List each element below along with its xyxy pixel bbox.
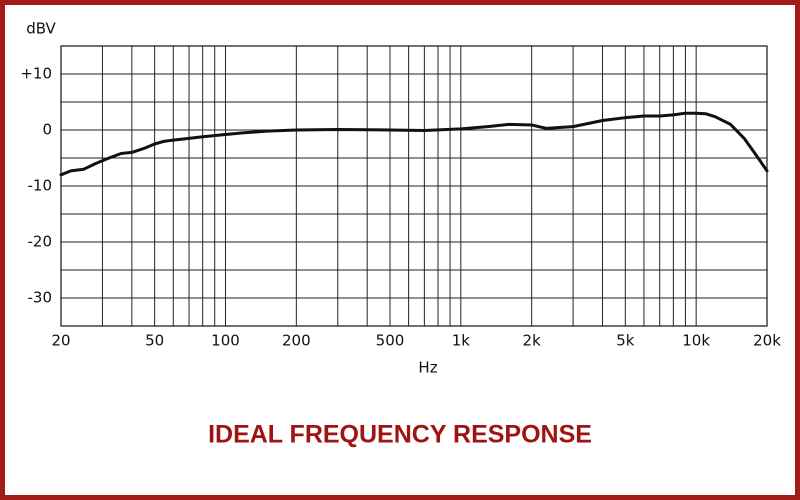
x-tick-label: 10k (682, 332, 710, 350)
x-tick-label: 200 (282, 332, 311, 350)
x-tick-label: 20k (753, 332, 781, 350)
x-tick-label: 5k (616, 332, 635, 350)
x-tick-label: 1k (452, 332, 471, 350)
x-axis-label: Hz (418, 359, 437, 377)
x-tick-label: 2k (523, 332, 542, 350)
y-tick-label: -30 (28, 289, 53, 307)
y-tick-label: -20 (28, 233, 53, 251)
y-tick-label: -10 (28, 177, 53, 195)
y-axis-label: dBV (26, 20, 56, 38)
x-tick-label: 100 (211, 332, 240, 350)
chart-title: IDEAL FREQUENCY RESPONSE (208, 421, 592, 449)
response-line (59, 111, 769, 177)
y-tick-label: 0 (42, 121, 52, 139)
x-tick-label: 500 (376, 332, 405, 350)
y-tick-label: +10 (20, 65, 52, 83)
plot-border (60, 45, 768, 327)
x-tick-label: 50 (145, 332, 164, 350)
x-tick-label: 20 (51, 332, 70, 350)
